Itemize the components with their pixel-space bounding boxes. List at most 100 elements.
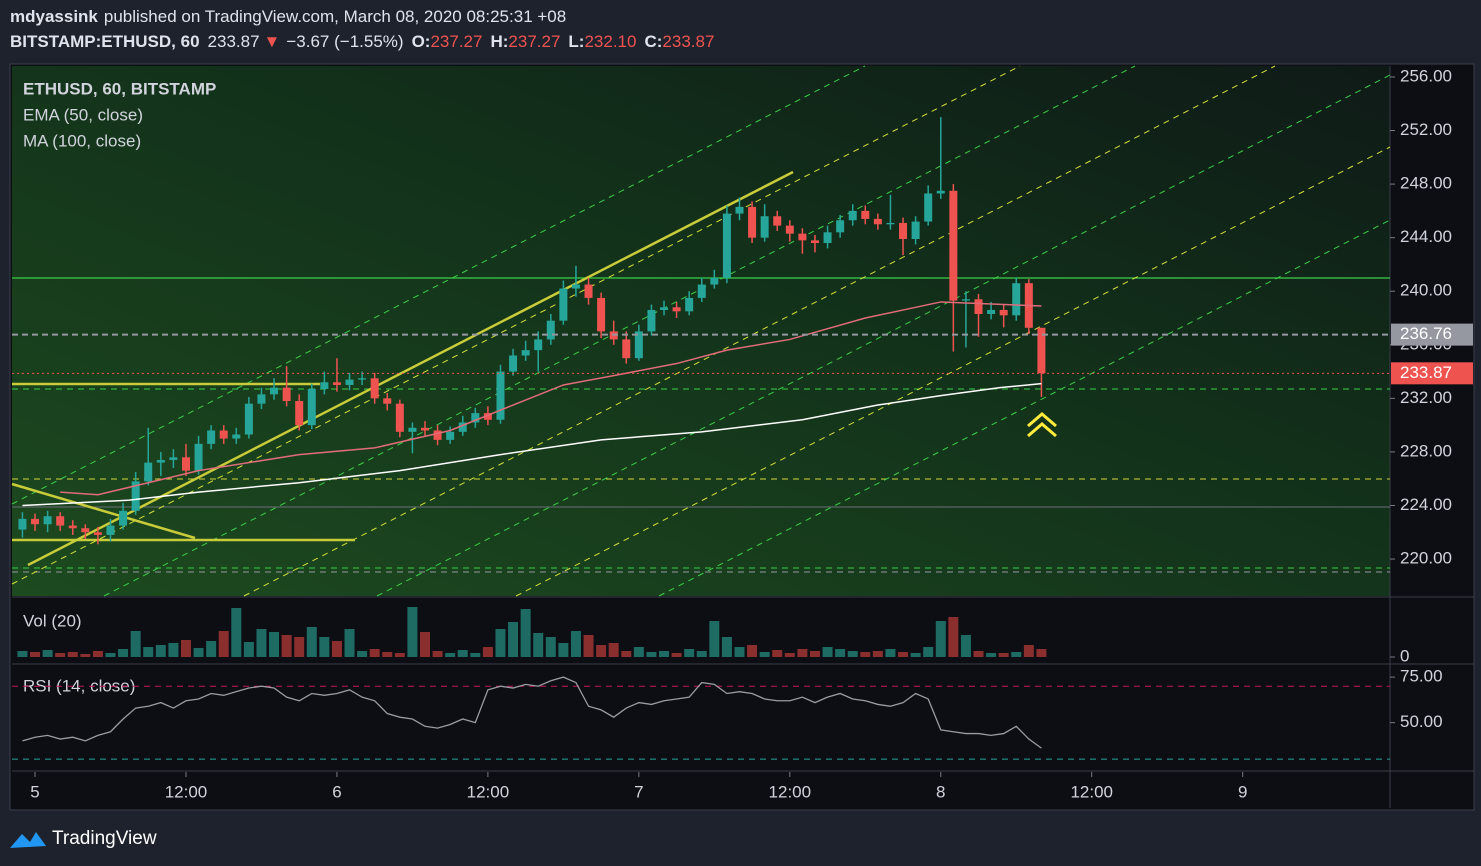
x-tick-label: 6 — [332, 782, 341, 801]
candle-body — [383, 398, 392, 404]
candle-body — [119, 510, 128, 526]
candle-body — [81, 528, 90, 533]
candle-body — [194, 443, 203, 471]
candle-body — [420, 427, 429, 431]
candle-body — [181, 457, 190, 471]
logo — [10, 832, 46, 848]
volume-bar — [759, 652, 770, 657]
volume-bar — [973, 651, 984, 657]
y-tick-label: 220.00 — [1400, 549, 1452, 568]
volume-bar — [898, 652, 909, 657]
volume-bar — [143, 647, 154, 657]
candle-body — [232, 434, 241, 439]
volume-bar — [1036, 649, 1047, 657]
pane-title: Vol (20) — [23, 611, 82, 630]
candle-body — [773, 216, 782, 226]
candle-body — [584, 284, 593, 298]
ohlc-key: O: — [412, 32, 431, 51]
volume-bar — [835, 649, 846, 657]
y-tick-label: 0 — [1400, 646, 1409, 665]
volume-bar — [432, 651, 443, 657]
volume-bar — [105, 653, 116, 657]
channel-line — [658, 219, 1391, 597]
volume-bar — [294, 637, 305, 657]
volume-bar — [369, 649, 380, 657]
candle-body — [785, 225, 794, 234]
volume-bar — [407, 607, 418, 657]
trend-line — [27, 170, 794, 567]
candle-body — [68, 525, 77, 529]
candle-body — [295, 401, 304, 426]
volume-bar — [570, 631, 581, 657]
candle-body — [56, 516, 65, 526]
volume-bar — [646, 652, 657, 657]
price-label: 236.76 — [1400, 324, 1452, 343]
volume-bar — [382, 652, 393, 657]
volume-bar — [885, 649, 896, 657]
channel-line — [11, 65, 866, 505]
volume-bar — [344, 629, 355, 657]
candle-body — [949, 190, 958, 301]
volume-bar — [231, 608, 242, 657]
x-tick-label: 12:00 — [769, 782, 812, 801]
candle-body — [861, 210, 870, 219]
volume-bar — [696, 651, 707, 657]
candle-body — [660, 307, 669, 310]
y-tick-label: 256.00 — [1400, 66, 1452, 85]
volume-bar — [394, 653, 405, 657]
volume-bar — [445, 653, 456, 657]
candle-body — [131, 481, 140, 511]
volume-bar — [193, 648, 204, 657]
candle-body — [936, 190, 945, 194]
last-price: 233.87 — [208, 32, 260, 51]
volume-bar — [583, 635, 594, 657]
candle-body — [370, 378, 379, 399]
candle-body — [521, 350, 530, 356]
candle-body — [471, 413, 480, 423]
candle-body — [810, 240, 819, 244]
candle-body — [358, 378, 367, 380]
candle-body — [848, 210, 857, 221]
candle-body — [886, 222, 895, 225]
candle-body — [345, 379, 354, 385]
arrow-up — [1027, 412, 1057, 428]
volume-bar — [734, 647, 745, 657]
ohlc-key: C: — [644, 32, 662, 51]
change: −3.67 (−1.55%) — [286, 32, 403, 51]
volume-bar — [206, 641, 217, 657]
ohlc-key: H: — [490, 32, 508, 51]
volume-bar — [545, 637, 556, 657]
candle-body — [307, 388, 316, 426]
candle-body — [219, 430, 228, 439]
y-tick-label: 75.00 — [1400, 667, 1443, 686]
x-tick-label: 9 — [1238, 782, 1247, 801]
published: published on TradingView.com, March 08, … — [104, 7, 566, 26]
logo-icon — [10, 832, 46, 848]
y-tick-label: 240.00 — [1400, 281, 1452, 300]
candle-body — [823, 232, 832, 244]
candle-body — [924, 193, 933, 222]
candle-body — [509, 355, 518, 372]
volume-bar — [306, 627, 317, 657]
candle-body — [320, 382, 329, 389]
volume-bar — [357, 651, 368, 657]
pane-title: ETHUSD, 60, BITSTAMP — [23, 79, 216, 98]
channel-line — [11, 65, 1021, 585]
candle-body — [18, 518, 27, 530]
trend-line — [11, 482, 196, 540]
volume-bar — [633, 647, 644, 657]
volume-bar — [155, 645, 166, 657]
candle-body — [685, 297, 694, 312]
candle-body — [622, 339, 631, 359]
y-tick-label: 224.00 — [1400, 495, 1452, 514]
candle-body — [571, 284, 580, 289]
candle-body — [634, 331, 643, 359]
volume-bar — [17, 651, 28, 657]
volume-bar — [935, 621, 946, 657]
candle-body — [1037, 327, 1046, 374]
y-tick-label: 232.00 — [1400, 388, 1452, 407]
brand: TradingView — [52, 828, 157, 849]
y-tick-label: 228.00 — [1400, 441, 1452, 460]
candle-body — [798, 233, 807, 241]
channel-line — [515, 146, 1391, 597]
